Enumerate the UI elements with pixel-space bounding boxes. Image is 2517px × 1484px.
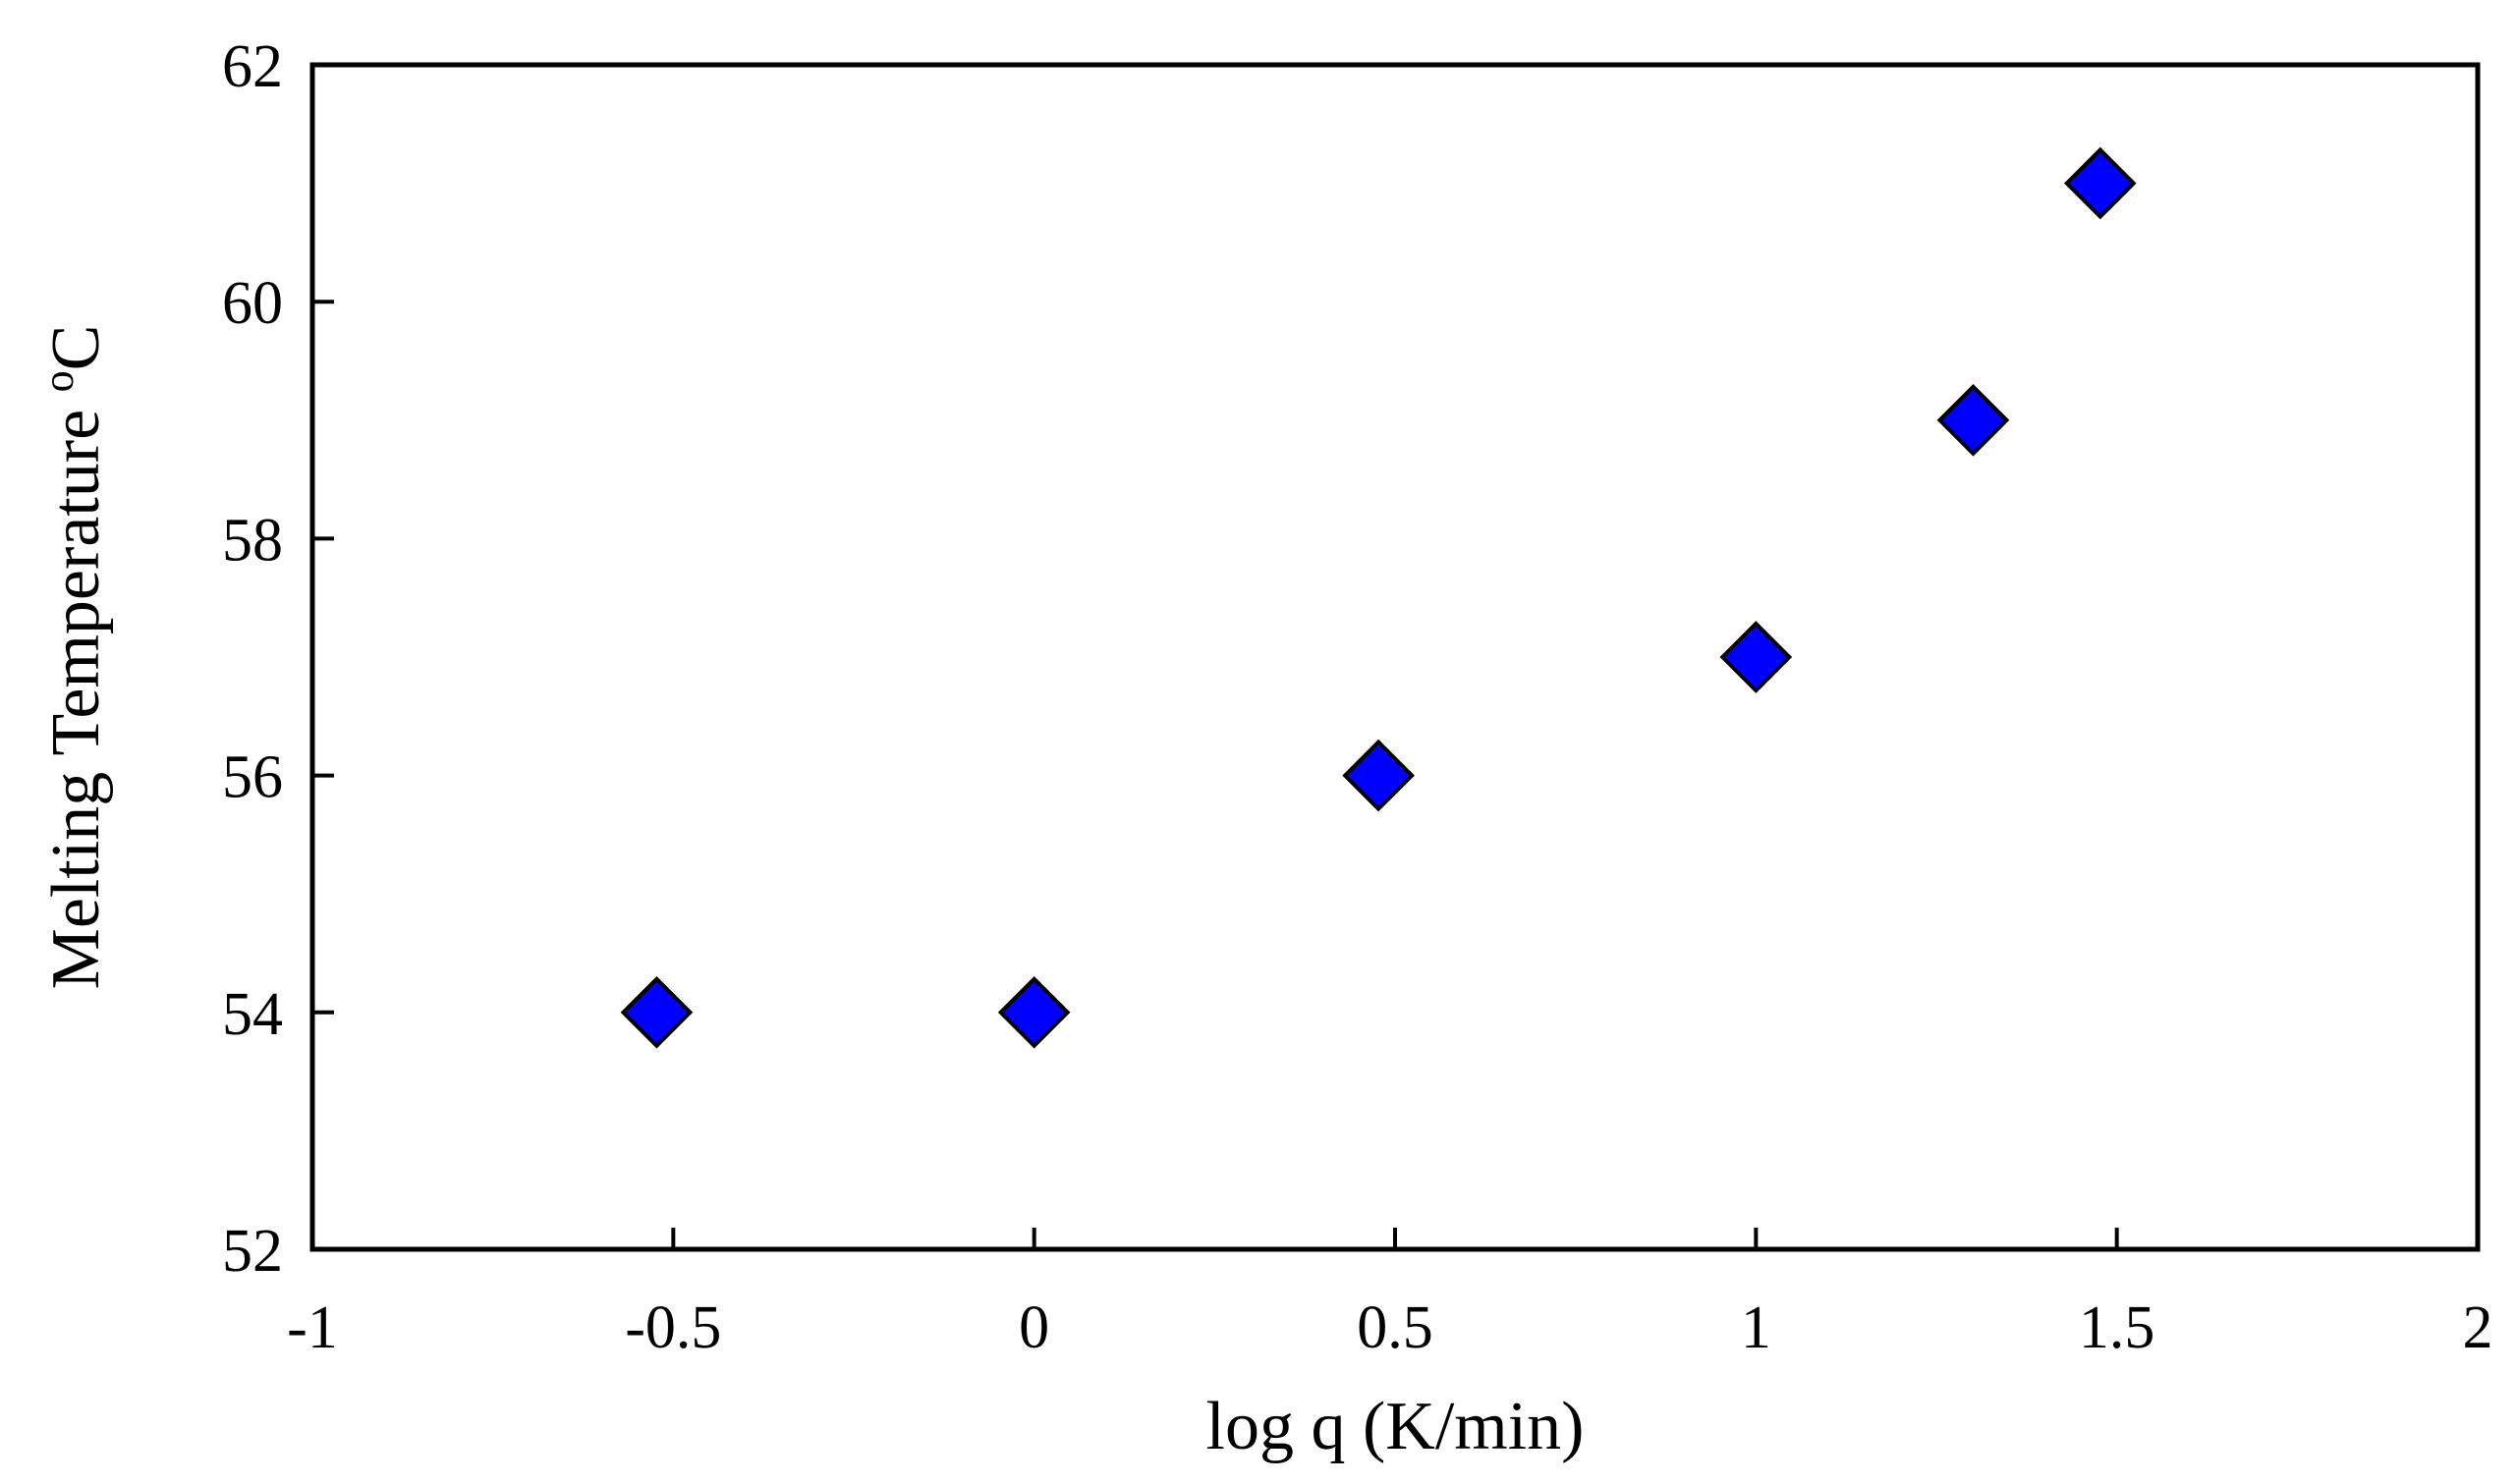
x-tick-label: 2 bbox=[2463, 1294, 2493, 1361]
x-tick-label: 1.5 bbox=[2079, 1294, 2155, 1361]
y-axis-title-text: Melting Temperature bbox=[38, 410, 114, 990]
y-axis-ticks bbox=[312, 63, 334, 1251]
x-axis-ticks bbox=[310, 1228, 2480, 1249]
y-tick-label: 62 bbox=[222, 33, 283, 100]
y-tick-label: 52 bbox=[222, 1218, 283, 1285]
data-point-diamond bbox=[1342, 739, 1415, 812]
y-tick-label: 60 bbox=[222, 270, 283, 337]
y-tick-label: 56 bbox=[222, 744, 283, 811]
y-axis-unit: C bbox=[38, 325, 114, 371]
data-point-diamond bbox=[2063, 146, 2137, 220]
x-axis-tick-labels: -1 -0.5 0 0.5 1 1.5 2 bbox=[287, 1294, 2492, 1361]
data-point-diamond bbox=[620, 975, 694, 1049]
x-tick-label: 1 bbox=[1741, 1294, 1771, 1361]
x-tick-label: 0 bbox=[1019, 1294, 1049, 1361]
y-tick-label: 58 bbox=[222, 507, 283, 574]
x-tick-label: 0.5 bbox=[1357, 1294, 1433, 1361]
x-tick-label: -1 bbox=[287, 1294, 338, 1361]
x-axis-title: log q (K/min) bbox=[1206, 1389, 1585, 1464]
y-axis-title: Melting Temperature oC bbox=[34, 325, 114, 990]
data-point-diamond bbox=[1719, 621, 1793, 693]
y-tick-label: 54 bbox=[222, 981, 283, 1048]
x-tick-label: -0.5 bbox=[625, 1294, 721, 1361]
data-points bbox=[620, 146, 2137, 1049]
y-axis-unit-superscript: o bbox=[34, 370, 83, 392]
y-axis-tick-labels: 52 54 56 58 60 62 bbox=[222, 33, 283, 1285]
y-axis-title-spacer bbox=[38, 392, 114, 410]
data-point-diamond bbox=[997, 975, 1071, 1049]
data-point-diamond bbox=[1936, 383, 2010, 457]
